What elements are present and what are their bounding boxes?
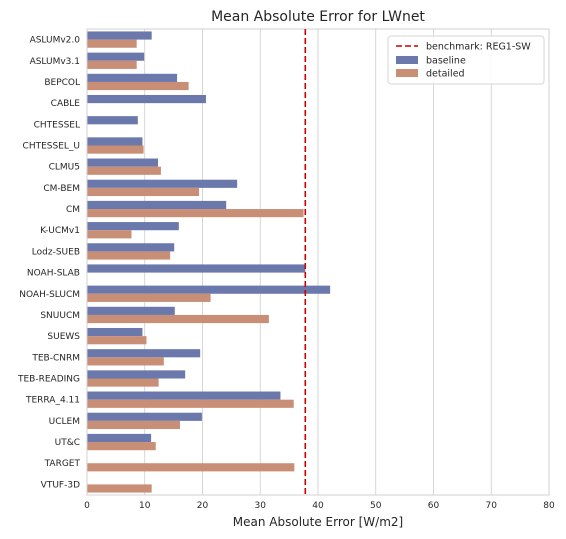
legend-label-baseline: baseline bbox=[426, 56, 466, 67]
bar-detailed bbox=[87, 421, 180, 429]
bar-detailed bbox=[87, 209, 304, 217]
x-tick-label: 60 bbox=[428, 501, 440, 511]
bar-detailed bbox=[87, 442, 156, 450]
bar-baseline bbox=[87, 243, 174, 251]
bar-baseline bbox=[87, 180, 237, 188]
bar-baseline bbox=[87, 264, 305, 272]
bar-detailed bbox=[87, 188, 199, 196]
legend-label-detailed: detailed bbox=[426, 69, 465, 80]
bar-baseline bbox=[87, 392, 280, 400]
category-label: CM-BEM bbox=[43, 184, 80, 194]
bar-detailed bbox=[87, 251, 170, 259]
category-label: CHTESSEL bbox=[34, 120, 80, 130]
chart-title: Mean Absolute Error for LWnet bbox=[211, 9, 425, 25]
bar-baseline bbox=[87, 74, 177, 82]
bar-detailed bbox=[87, 167, 161, 175]
category-label: CLMU5 bbox=[49, 163, 80, 173]
category-label: ASLUMv3.1 bbox=[30, 57, 80, 67]
bar-baseline bbox=[87, 31, 152, 39]
x-tick-label: 10 bbox=[139, 501, 151, 511]
bar-detailed bbox=[87, 484, 152, 492]
category-label: UT&C bbox=[55, 438, 80, 448]
bar-detailed bbox=[87, 40, 137, 48]
bar-detailed bbox=[87, 336, 146, 344]
category-label: TEB-READING bbox=[17, 375, 80, 385]
bar-baseline bbox=[87, 349, 200, 357]
x-tick-label: 20 bbox=[197, 501, 209, 511]
category-label: UCLEM bbox=[49, 417, 80, 427]
legend: benchmark: REG1-SW baseline detailed bbox=[388, 36, 544, 84]
category-label: NOAH-SLAB bbox=[27, 269, 80, 279]
bar-baseline bbox=[87, 137, 142, 145]
legend-swatch-baseline bbox=[396, 56, 418, 64]
bar-detailed bbox=[87, 82, 189, 90]
x-axis-title: Mean Absolute Error [W/m2] bbox=[233, 515, 403, 529]
category-label: CHTESSEL_U bbox=[23, 142, 80, 152]
x-tick-label: 40 bbox=[312, 501, 324, 511]
category-label: ASLUMv2.0 bbox=[30, 36, 81, 46]
x-tick-label: 30 bbox=[255, 501, 267, 511]
bar-baseline bbox=[87, 434, 151, 442]
x-tick-label: 70 bbox=[486, 501, 498, 511]
category-label: CABLE bbox=[51, 99, 81, 109]
x-tick-label: 50 bbox=[370, 501, 382, 511]
legend-swatch-detailed bbox=[396, 69, 418, 77]
bar-detailed bbox=[87, 379, 159, 387]
x-tick-label: 80 bbox=[543, 501, 555, 511]
bar-detailed bbox=[87, 294, 211, 302]
bar-baseline bbox=[87, 328, 142, 336]
category-label: SUEWS bbox=[47, 332, 80, 342]
bar-baseline bbox=[87, 307, 175, 315]
category-label: Lodz-SUEB bbox=[32, 247, 80, 257]
bar-detailed bbox=[87, 400, 294, 408]
category-label: K-UCMv1 bbox=[40, 226, 80, 236]
bar-baseline bbox=[87, 370, 185, 378]
plot-area: 0 10 20 30 40 50 60 70 80 ASLUMv2.0 ASLUMv3.1 BEPCO… bbox=[17, 29, 555, 511]
category-label: VTUF-3D bbox=[41, 480, 80, 490]
category-label: SNUUCM bbox=[40, 311, 80, 321]
bar-baseline bbox=[87, 95, 206, 103]
category-label: TERRA_4.11 bbox=[25, 396, 80, 406]
bar-baseline bbox=[87, 159, 158, 167]
category-label: TARGET bbox=[44, 459, 81, 469]
x-tick-label: 0 bbox=[84, 501, 90, 511]
category-label: NOAH-SLUCM bbox=[19, 290, 80, 300]
bar-baseline bbox=[87, 53, 144, 61]
category-label: BEPCOL bbox=[44, 78, 80, 88]
bar-baseline bbox=[87, 286, 330, 294]
bar-baseline bbox=[87, 116, 138, 124]
bar-detailed bbox=[87, 357, 164, 365]
legend-benchmark-label: benchmark: REG1-SW bbox=[426, 42, 531, 53]
bar-baseline bbox=[87, 201, 226, 209]
bar-baseline bbox=[87, 222, 179, 230]
bar-detailed bbox=[87, 146, 144, 154]
bar-baseline bbox=[87, 413, 202, 421]
bar-detailed bbox=[87, 315, 269, 323]
bar-detailed bbox=[87, 463, 294, 471]
bar-detailed bbox=[87, 230, 131, 238]
category-label: CM bbox=[66, 205, 80, 215]
category-label: TEB-CNRM bbox=[31, 353, 80, 363]
bar-detailed bbox=[87, 61, 137, 69]
